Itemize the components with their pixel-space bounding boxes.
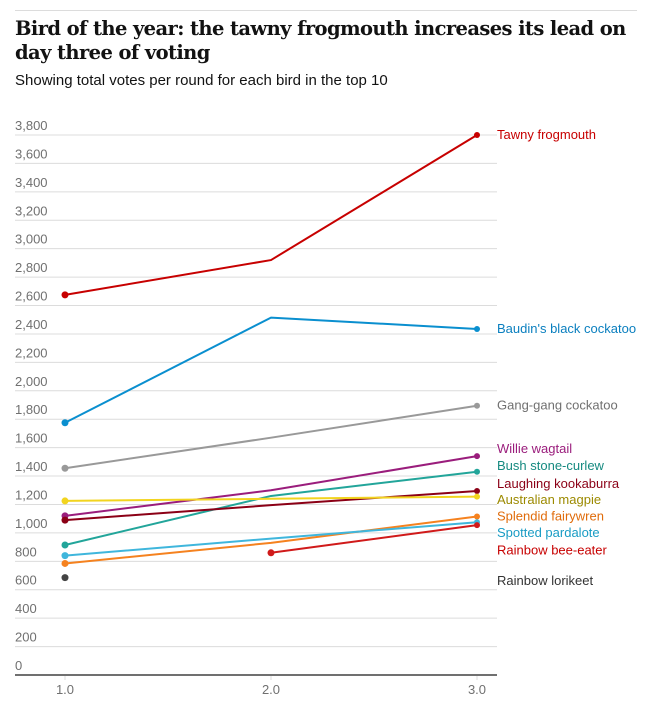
data-point — [61, 464, 69, 472]
series-line — [64, 515, 478, 565]
y-tick-label: 1,400 — [15, 459, 48, 474]
series-line — [64, 455, 478, 517]
series-label: Rainbow bee-eater — [497, 543, 608, 558]
series-line — [64, 489, 478, 522]
series-label: Spotted pardalote — [497, 525, 600, 540]
data-point — [474, 522, 480, 529]
chart-subtitle: Showing total votes per round for each b… — [15, 72, 388, 89]
data-point — [61, 574, 69, 582]
data-point — [61, 516, 69, 524]
x-tick-label: 3.0 — [468, 682, 486, 697]
y-tick-label: 1,800 — [15, 402, 48, 417]
series-label: Baudin's black cockatoo — [497, 321, 636, 336]
gridlines — [15, 134, 497, 648]
series-line — [64, 521, 478, 557]
series-label: Rainbow lorikeet — [497, 573, 593, 588]
y-tick-label: 2,200 — [15, 345, 48, 360]
y-tick-label: 400 — [15, 601, 37, 616]
data-point — [474, 493, 480, 500]
data-point — [61, 559, 69, 567]
y-tick-label: 800 — [15, 544, 37, 559]
y-tick-label: 2,600 — [15, 289, 48, 304]
series-points — [61, 132, 480, 582]
y-tick-label: 3,800 — [15, 118, 48, 133]
data-point — [61, 291, 69, 299]
series-label: Gang-gang cockatoo — [497, 398, 618, 413]
data-point — [474, 453, 480, 460]
data-point — [474, 513, 480, 520]
series-label: Splendid fairywren — [497, 509, 604, 524]
data-point — [61, 419, 69, 427]
data-point — [474, 325, 480, 332]
series-label: Laughing kookaburra — [497, 476, 620, 491]
x-tick-label: 1.0 — [56, 682, 74, 697]
y-tick-label: 2,000 — [15, 374, 48, 389]
data-point — [474, 487, 480, 494]
data-point — [267, 549, 275, 557]
y-axis-ticks: 0 200 400 600 800 1,000 1,200 1,400 1,600 1,800 2,… — [15, 118, 48, 673]
series-line — [64, 404, 478, 470]
data-point — [61, 541, 69, 549]
series-labels: Tawny frogmouth Baudin's black cockatoo Ga… — [497, 127, 636, 588]
y-tick-label: 1,000 — [15, 516, 48, 531]
series-lines — [64, 134, 478, 565]
y-tick-label: 3,600 — [15, 146, 48, 161]
y-tick-label: 600 — [15, 573, 37, 588]
chart-title: Bird of the year: the tawny frogmouth in… — [15, 17, 626, 64]
y-tick-label: 3,000 — [15, 232, 48, 247]
data-point — [61, 497, 69, 505]
series-label: Tawny frogmouth — [497, 127, 596, 142]
series-line — [64, 495, 478, 502]
series-line — [64, 134, 478, 296]
data-point — [61, 552, 69, 560]
x-axis: 1.0 2.0 3.0 — [15, 674, 497, 697]
series-line — [64, 470, 478, 546]
data-point — [474, 402, 480, 409]
series-label: Bush stone-curlew — [497, 458, 605, 473]
data-point — [474, 132, 480, 138]
y-tick-label: 1,200 — [15, 487, 48, 502]
y-tick-label: 3,200 — [15, 203, 48, 218]
series-line — [64, 316, 478, 424]
y-tick-label: 200 — [15, 630, 37, 645]
series-line — [270, 524, 478, 554]
data-point — [474, 468, 480, 475]
y-tick-label: 3,400 — [15, 175, 48, 190]
y-tick-label: 2,400 — [15, 317, 48, 332]
top-rule — [15, 10, 637, 11]
series-label: Australian magpie — [497, 492, 601, 507]
y-tick-label: 0 — [15, 658, 22, 673]
y-tick-label: 1,600 — [15, 431, 48, 446]
x-tick-label: 2.0 — [262, 682, 280, 697]
y-tick-label: 2,800 — [15, 260, 48, 275]
series-label: Willie wagtail — [497, 441, 572, 456]
